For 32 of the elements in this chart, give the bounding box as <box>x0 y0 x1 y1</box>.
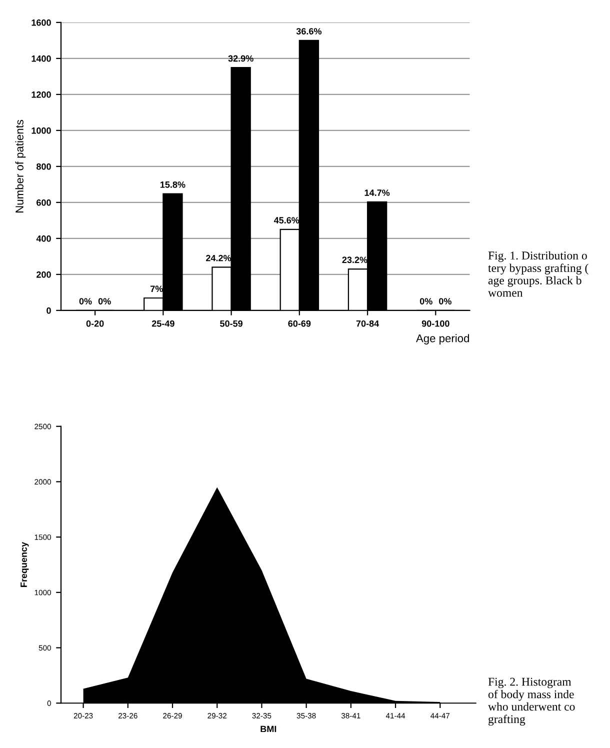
y-tick-label: 200 <box>36 271 51 278</box>
caption: Fig. 2. Histogram of body mass inde who underwent co grafting <box>488 678 575 726</box>
y-tick-label: 1200 <box>32 91 51 98</box>
annotation: 14.7% <box>364 190 390 196</box>
y-axis-title: Frequency <box>20 542 29 587</box>
x-tick-label: 60-69 <box>288 320 311 327</box>
y-tick-label: 0 <box>46 307 51 314</box>
x-axis-title: Age period <box>416 334 469 344</box>
y-tick-label: 600 <box>36 199 51 206</box>
caption: Fig. 1. Distribution o tery bypass grafting ( age groups. Black b women <box>488 251 588 297</box>
y-tick-label: 1600 <box>32 19 51 26</box>
annotation: 45.6% <box>274 217 300 224</box>
x-tick-label: 50-59 <box>220 320 243 327</box>
annotation: 23.2% <box>342 256 368 264</box>
annotation: 0% <box>79 298 92 304</box>
annotation: 15.8% <box>160 181 186 188</box>
x-tick-label: 90-100 <box>422 320 450 327</box>
annotation: 0% <box>98 298 111 304</box>
y-tick-label: 1000 <box>32 127 51 134</box>
x-tick-label: 25-49 <box>152 320 174 327</box>
annotation: 24.2% <box>206 254 232 262</box>
y-tick-label: 400 <box>36 235 51 242</box>
y-tick-label: 800 <box>36 163 51 170</box>
annotation: 32.9% <box>228 55 254 62</box>
x-tick-label: 0-20 <box>86 320 104 327</box>
annotation: 0% <box>420 298 432 304</box>
annotation: 0% <box>439 298 452 304</box>
annotation: 36.6% <box>296 28 322 34</box>
x-axis-title: BMI <box>260 726 276 732</box>
x-tick-label: 70-84 <box>356 320 380 327</box>
y-axis-title: Number of patients <box>15 120 26 212</box>
y-tick-label: 1400 <box>32 55 51 62</box>
